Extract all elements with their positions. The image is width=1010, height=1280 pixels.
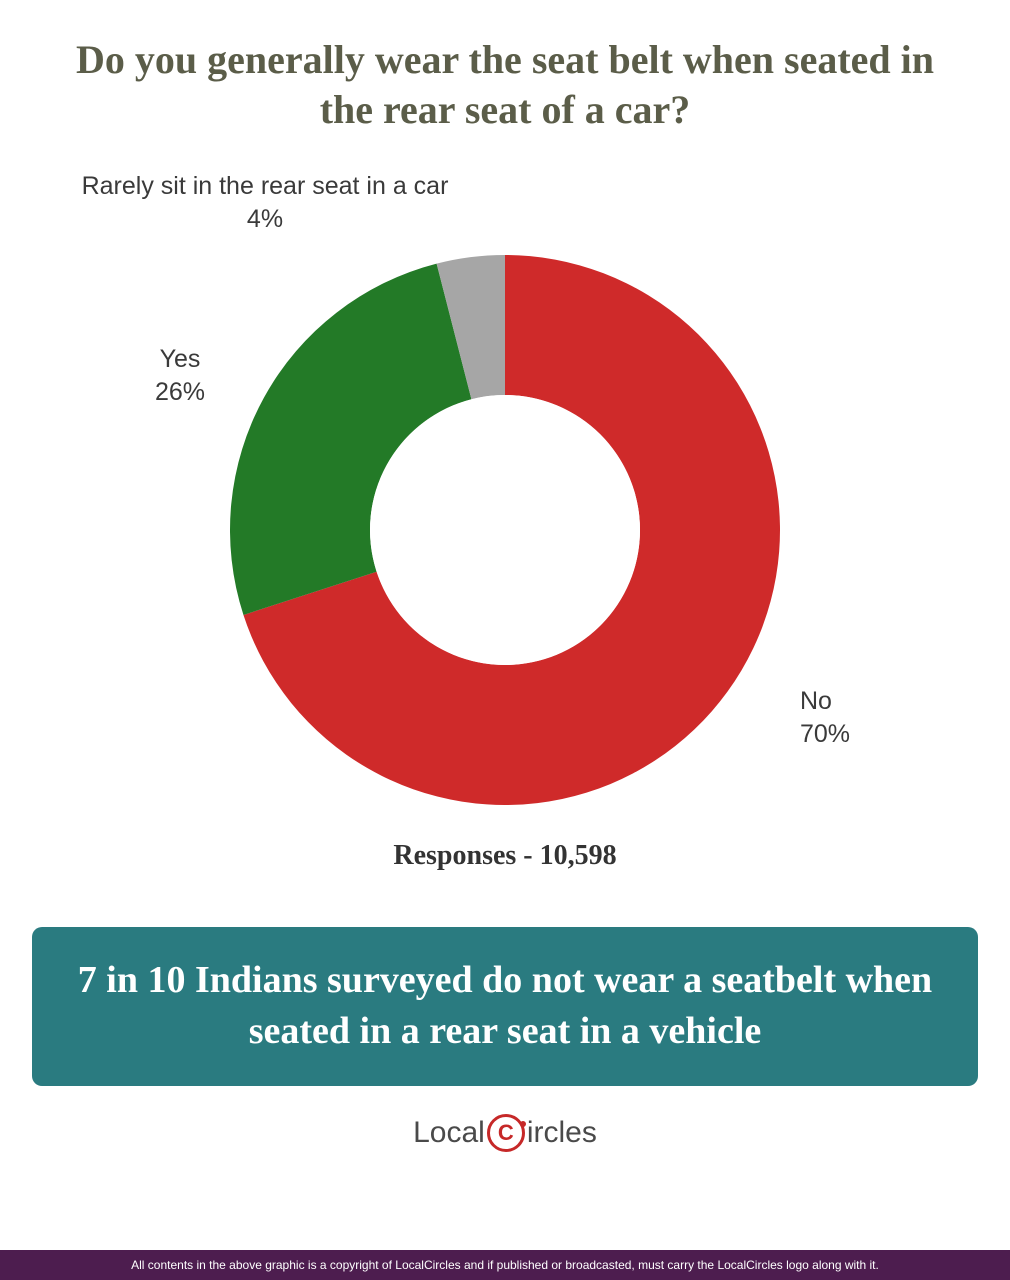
summary-banner: 7 in 10 Indians surveyed do not wear a s… — [32, 927, 978, 1086]
donut-chart-area: Rarely sit in the rear seat in a car 4% … — [0, 160, 1010, 840]
localcircles-logo: Local C ircles — [413, 1114, 597, 1152]
infographic-page: Do you generally wear the seat belt when… — [0, 0, 1010, 1280]
copyright-bar: All contents in the above graphic is a c… — [0, 1250, 1010, 1280]
page-title: Do you generally wear the seat belt when… — [65, 0, 945, 135]
slice-label-yes: Yes 26% — [155, 343, 205, 408]
slice-label-no-line2: 70% — [800, 720, 850, 748]
logo-wrap: Local C ircles — [0, 1114, 1010, 1152]
slice-label-rarely: Rarely sit in the rear seat in a car 4% — [50, 170, 480, 235]
slice-label-no-line1: No — [800, 687, 832, 715]
slice-label-rarely-line2: 4% — [247, 205, 283, 233]
slice-label-yes-line2: 26% — [155, 378, 205, 406]
slice-label-rarely-line1: Rarely sit in the rear seat in a car — [82, 172, 449, 200]
logo-prefix: Local — [413, 1116, 485, 1150]
logo-suffix: ircles — [527, 1116, 597, 1150]
donut-hole — [370, 395, 640, 665]
slice-label-no: No 70% — [800, 685, 850, 750]
responses-count: Responses - 10,598 — [0, 840, 1010, 872]
donut-chart-svg — [230, 255, 780, 805]
logo-c-icon: C — [487, 1114, 525, 1152]
slice-label-yes-line1: Yes — [160, 345, 201, 373]
